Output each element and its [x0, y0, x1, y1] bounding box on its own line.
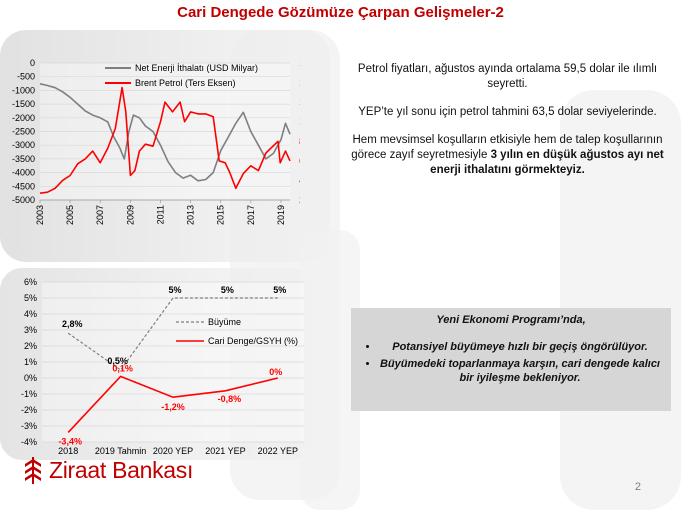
info-paragraph-1: Petrol fiyatları, ağustos ayında ortalam…: [357, 63, 658, 90]
x-axis-tick-label: 2019: [276, 205, 286, 225]
left-axis-tick-label: -3000: [12, 140, 35, 150]
x-axis-tick-label: 2019 Tahmin: [95, 446, 146, 456]
x-axis-tick-label: 2013: [186, 205, 196, 225]
right-axis-tick-label: 120: [299, 97, 300, 107]
growth-current-account-chart: 6% 5% 4% 3% 2% 1% 0% -1% -2% -3% -4% 2018 2019 Tahmi…: [0, 275, 310, 460]
left-axis-tick-label: -2000: [12, 113, 35, 123]
x-axis-tick-label: 2020 YEP: [153, 446, 193, 456]
data-label: -0,8%: [218, 394, 242, 404]
data-label: 5%: [221, 285, 234, 295]
left-axis-tick-label: -5000: [12, 195, 35, 205]
page-number: 2: [634, 481, 641, 493]
left-axis-tick-label: -3500: [12, 154, 35, 164]
economic-program-box: Yeni Ekonomi Programı’nda, Potansiyel bü…: [351, 308, 671, 411]
data-label: -1,2%: [161, 402, 185, 412]
info-text: Petrol fiyatları, ağustos ayında ortalam…: [345, 62, 670, 191]
x-axis-tick-label: 2021 YEP: [205, 446, 245, 456]
left-axis-tick-label: -4500: [12, 181, 35, 191]
x-axis-tick-label: 2018: [58, 446, 78, 456]
info-paragraph-2: YEP’te yıl sonu için petrol tahmini 63,5…: [358, 106, 657, 118]
y-axis-tick-label: 6%: [24, 277, 37, 287]
x-axis-tick-label: 2007: [95, 205, 105, 225]
data-label: 5%: [168, 285, 181, 295]
program-bullet-1: Potansiyel büyümeye hızlı bir geçiş öngö…: [379, 340, 661, 354]
y-axis-tick-label: -4%: [21, 437, 37, 447]
y-axis-tick-label: -1%: [21, 389, 37, 399]
x-axis-tick-label: 2009: [125, 205, 135, 225]
left-axis-tick-label: -1000: [12, 85, 35, 95]
ziraat-wheat-icon: [25, 457, 41, 484]
x-axis-tick-label: 2022 YEP: [258, 446, 298, 456]
info-paragraph-3: Hem mevsimsel koşulların etkisiyle hem d…: [345, 133, 670, 178]
right-axis-tick-label: 20: [299, 195, 300, 205]
left-axis-tick-label: -2500: [12, 127, 35, 137]
data-label: 0,5%: [107, 356, 128, 366]
y-axis-tick-label: 5%: [24, 293, 37, 303]
y-axis-tick-label: -3%: [21, 421, 37, 431]
data-label: -3,4%: [58, 436, 82, 446]
y-axis-tick-label: -2%: [21, 405, 37, 415]
data-label: 0,1%: [112, 363, 133, 373]
series-line-2: [67, 375, 278, 433]
legend-label: Brent Petrol (Ters Eksen): [135, 78, 236, 88]
program-list: Potansiyel büyümeye hızlı bir geçiş öngö…: [361, 340, 661, 385]
series-line-1: [67, 297, 278, 371]
x-axis-tick-label: 2005: [65, 205, 75, 225]
energy-import-chart-svg: 0 -500 -1000 -1500 -2000 -2500 -3000 -3500 -4000…: [12, 58, 300, 225]
right-axis-tick-label: 80: [299, 136, 300, 146]
legend-label: Cari Denge/GSYH (%): [208, 336, 298, 346]
ziraat-logo: Ziraat Bankası: [22, 455, 193, 485]
info-paragraph-3-text: Hem mevsimsel koşulların etkisiyle hem d…: [351, 134, 663, 161]
slide-title: Cari Dengede Gözümüze Çarpan Gelişmeler-…: [177, 4, 504, 21]
y-axis-tick-label: 0%: [24, 373, 37, 383]
y-axis-tick-label: 1%: [24, 357, 37, 367]
x-axis-tick-label: 2017: [246, 205, 256, 225]
data-label: 5%: [273, 285, 286, 295]
y-axis-tick-label: 2%: [24, 341, 37, 351]
legend-label: Büyüme: [208, 317, 241, 327]
x-axis-tick-label: 2015: [216, 205, 226, 225]
series-line-1: [39, 83, 291, 182]
x-axis-tick-label: 2011: [155, 205, 165, 224]
right-axis-tick-label: 40: [299, 175, 300, 185]
right-axis-tick-label: 160: [299, 58, 300, 68]
x-axis-tick-label: 2003: [35, 205, 45, 225]
info-paragraph-3-bold: 3 yılın en düşük ağustos ayı net enerji …: [430, 149, 664, 176]
growth-current-account-chart-svg: 6% 5% 4% 3% 2% 1% 0% -1% -2% -3% -4% 2018 2019 Tahmi…: [21, 277, 304, 456]
y-axis-tick-label: 4%: [24, 309, 37, 319]
series-line-2: [39, 86, 291, 194]
y-axis-tick-label: 3%: [24, 325, 37, 335]
logo-text: Ziraat Bankası: [49, 456, 194, 483]
energy-import-chart: 0 -500 -1000 -1500 -2000 -2500 -3000 -3500 -4000…: [0, 54, 300, 236]
left-axis-tick-label: 0: [30, 58, 35, 68]
left-axis-tick-label: -4000: [12, 168, 35, 178]
program-bullet-2: Büyümedeki toparlanmaya karşın, cari den…: [379, 357, 661, 385]
legend-label: Net Enerji İthalatı (USD Milyar): [135, 63, 258, 73]
program-heading: Yeni Ekonomi Programı’nda,: [436, 314, 586, 326]
right-axis-tick-label: 140: [299, 78, 300, 88]
data-label: 0%: [269, 367, 282, 377]
right-axis-tick-label: 100: [299, 117, 300, 127]
data-label: 2,8%: [62, 319, 83, 329]
left-axis-tick-label: -500: [17, 72, 35, 82]
left-axis-tick-label: -1500: [12, 99, 35, 109]
right-axis-tick-label: 60: [299, 156, 300, 166]
